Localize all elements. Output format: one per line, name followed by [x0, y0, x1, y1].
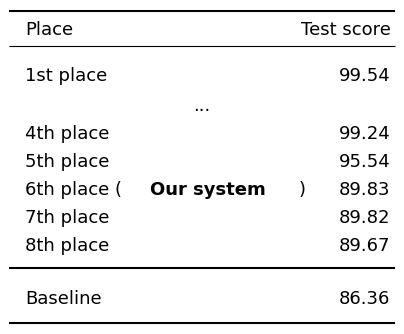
Text: 95.54: 95.54	[339, 153, 391, 171]
Text: 99.24: 99.24	[339, 125, 391, 143]
Text: 89.67: 89.67	[339, 237, 391, 256]
Text: ): )	[298, 181, 305, 199]
Text: 5th place: 5th place	[25, 153, 110, 171]
Text: 89.82: 89.82	[339, 209, 391, 227]
Text: Our system: Our system	[150, 181, 265, 199]
Text: 89.83: 89.83	[339, 181, 391, 199]
Text: 86.36: 86.36	[339, 291, 391, 309]
Text: ...: ...	[194, 97, 210, 115]
Text: Baseline: Baseline	[25, 291, 102, 309]
Text: Place: Place	[25, 21, 74, 38]
Text: 4th place: 4th place	[25, 125, 110, 143]
Text: Test score: Test score	[301, 21, 391, 38]
Text: 7th place: 7th place	[25, 209, 110, 227]
Text: 99.54: 99.54	[339, 67, 391, 85]
Text: 6th place (: 6th place (	[25, 181, 122, 199]
Text: 1st place: 1st place	[25, 67, 108, 85]
Text: 8th place: 8th place	[25, 237, 110, 256]
